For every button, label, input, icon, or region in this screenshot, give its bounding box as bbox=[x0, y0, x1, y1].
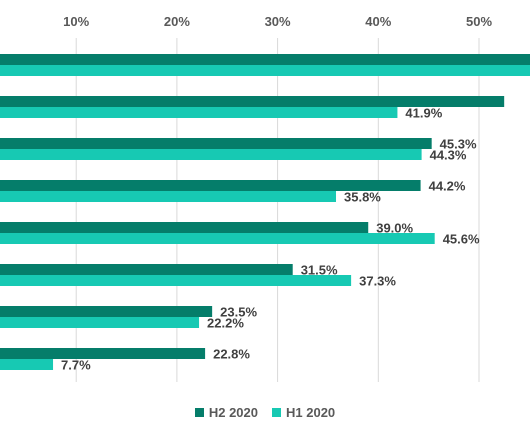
data-label: 22.2% bbox=[207, 316, 244, 331]
data-label: 44.3% bbox=[430, 148, 467, 163]
bar-chart: 10% 20% 30% 40% 50% 41.9% 45.3%44.3% 44.2% 35.8%… bbox=[0, 14, 530, 382]
data-label: 35.8% bbox=[344, 190, 381, 205]
data-label: 37.3% bbox=[359, 274, 396, 289]
bar-h2-2020 bbox=[0, 222, 369, 233]
legend-item-h1: H1 2020 bbox=[272, 405, 335, 420]
data-label: 45.6% bbox=[443, 232, 480, 247]
data-label: 45.3% bbox=[440, 137, 477, 152]
bar-h1-2020 bbox=[0, 359, 54, 370]
x-tick-label: 10% bbox=[63, 14, 89, 29]
legend-item-h2: H2 2020 bbox=[194, 405, 258, 420]
data-label: 39.0% bbox=[376, 221, 413, 236]
bar-h2-2020 bbox=[0, 96, 505, 107]
x-tick-label: 50% bbox=[466, 14, 492, 29]
data-label: 7.7% bbox=[61, 358, 91, 373]
legend-label-h1: H1 2020 bbox=[286, 405, 336, 420]
bar-h1-2020 bbox=[0, 191, 337, 202]
bar-h1-2020 bbox=[0, 275, 352, 286]
bar-h2-2020 bbox=[0, 348, 206, 359]
data-label: 44.2% bbox=[429, 179, 466, 194]
data-label: 22.8% bbox=[213, 347, 250, 362]
legend: H2 2020 H1 2020 bbox=[0, 405, 530, 420]
data-label: 23.5% bbox=[220, 305, 257, 320]
legend-swatch-h1 bbox=[272, 408, 281, 417]
bar-h2-2020 bbox=[0, 180, 421, 191]
bar-h2-2020 bbox=[0, 264, 293, 275]
bar-h1-2020 bbox=[0, 233, 435, 244]
bar-h1-2020 bbox=[0, 107, 398, 118]
x-tick-label: 40% bbox=[365, 14, 391, 29]
bar-h1-2020 bbox=[0, 317, 200, 328]
legend-swatch-h2 bbox=[194, 408, 204, 417]
x-tick-label: 30% bbox=[265, 14, 291, 29]
bar-h1-2020 bbox=[0, 149, 422, 160]
bar-h2-2020 bbox=[0, 306, 213, 317]
bar-h2-2020 bbox=[0, 138, 432, 149]
data-label: 31.5% bbox=[301, 263, 338, 278]
bar-h2-2020 bbox=[0, 54, 530, 65]
data-label: 41.9% bbox=[405, 106, 442, 121]
x-tick-label: 20% bbox=[164, 14, 190, 29]
bar-h1-2020 bbox=[0, 65, 530, 76]
legend-label-h2: H2 2020 bbox=[208, 405, 258, 420]
